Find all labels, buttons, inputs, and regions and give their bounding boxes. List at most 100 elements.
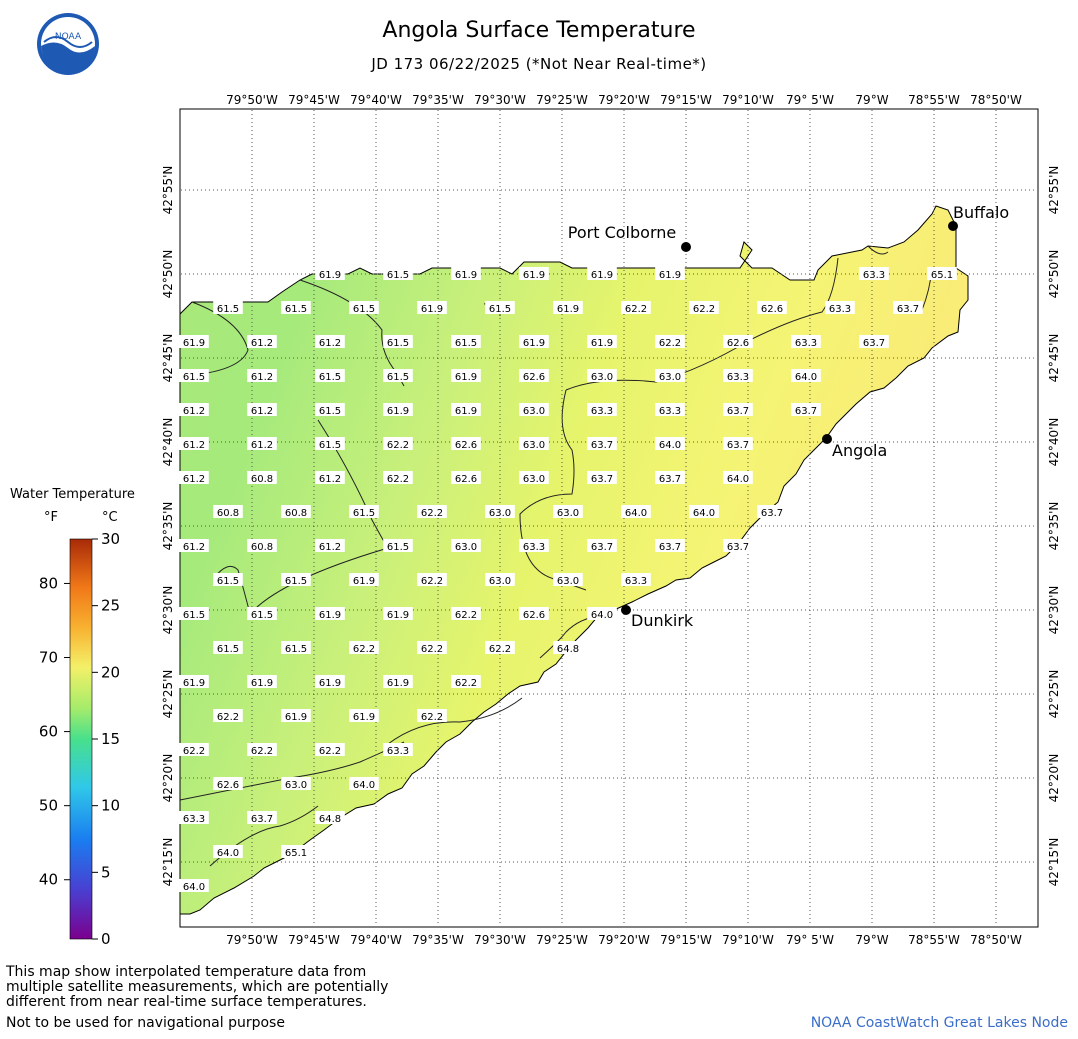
temperature-label-bg — [383, 335, 413, 348]
temperature-label-bg — [281, 777, 311, 790]
longitude-label: 79°10'W — [722, 933, 774, 947]
city-label: Port Colborne — [568, 223, 676, 242]
legend-label-c: 0 — [101, 930, 111, 948]
longitude-label: 79°40'W — [350, 93, 402, 107]
temperature-label-bg — [179, 811, 209, 824]
temperature-label: 62.2 — [421, 576, 443, 587]
temperature-label: 63.3 — [659, 406, 681, 417]
longitude-label: 79°W — [855, 933, 888, 947]
temperature-label-bg — [247, 743, 277, 756]
temperature-label-bg — [859, 335, 889, 348]
temperature-label: 63.0 — [285, 780, 307, 791]
temperature-label: 61.2 — [319, 338, 341, 349]
legend-label-c: 10 — [101, 797, 120, 815]
temperature-label-bg — [451, 267, 481, 280]
temperature-label: 62.2 — [421, 644, 443, 655]
temperature-label: 62.6 — [523, 372, 545, 383]
legend-label-f: 50 — [39, 797, 58, 815]
temperature-label: 62.6 — [455, 474, 477, 485]
temperature-label-bg — [587, 267, 617, 280]
temperature-label-bg — [621, 505, 651, 518]
temperature-label: 61.5 — [251, 610, 273, 621]
temperature-label: 61.9 — [659, 270, 681, 281]
city-markers: Port Colborne Buffalo Angola Dunkirk — [568, 203, 1009, 630]
temperature-label: 61.9 — [183, 338, 205, 349]
temperature-label-bg — [451, 437, 481, 450]
city-dot — [621, 605, 631, 615]
temperature-label: 61.9 — [319, 678, 341, 689]
temperature-label: 64.0 — [795, 372, 817, 383]
temperature-label-bg — [315, 811, 345, 824]
temperature-label-bg — [757, 301, 787, 314]
temperature-label-bg — [247, 811, 277, 824]
temperature-labels: 61.9 61.5 61.9 61.9 61.9 61.9 61.5 61.5 61.5 61.9… — [179, 267, 957, 893]
temperature-label: 61.9 — [285, 712, 307, 723]
latitude-label: 42°50'N — [1047, 250, 1061, 299]
temperature-label: 62.6 — [455, 440, 477, 451]
temperature-label: 64.0 — [217, 848, 239, 859]
temperature-label-bg — [519, 471, 549, 484]
temperature-label-bg — [757, 505, 787, 518]
temperature-label: 61.5 — [285, 304, 307, 315]
temperature-label-bg — [723, 437, 753, 450]
temperature-label-bg — [587, 539, 617, 552]
temperature-label: 63.3 — [795, 338, 817, 349]
temperature-label-bg — [553, 301, 583, 314]
temperature-label-bg — [281, 573, 311, 586]
temperature-label-bg — [179, 743, 209, 756]
temperature-label-bg — [485, 641, 515, 654]
temperature-label: 63.0 — [489, 576, 511, 587]
temperature-label: 61.9 — [387, 406, 409, 417]
temperature-label-bg — [349, 641, 379, 654]
temperature-label: 61.5 — [217, 576, 239, 587]
map-subtitle: JD 173 06/22/2025 (*Not Near Real-time*) — [371, 55, 707, 73]
temperature-label: 63.7 — [659, 542, 681, 553]
temperature-label: 61.5 — [387, 338, 409, 349]
temperature-label: 61.5 — [387, 270, 409, 281]
temperature-label-bg — [825, 301, 855, 314]
temperature-label-bg — [553, 573, 583, 586]
temperature-label-bg — [451, 607, 481, 620]
temperature-label-bg — [451, 675, 481, 688]
temperature-label: 61.9 — [387, 610, 409, 621]
city-label: Angola — [832, 441, 887, 460]
temperature-label-bg — [349, 505, 379, 518]
navigation-warning: Not to be used for navigational purpose — [6, 1015, 285, 1031]
temperature-label-bg — [417, 573, 447, 586]
temperature-label-bg — [247, 403, 277, 416]
temperature-label-bg — [553, 505, 583, 518]
legend-label-c: 15 — [101, 730, 120, 748]
latitude-label: 42°30'N — [161, 586, 175, 635]
latitude-label: 42°55'N — [161, 166, 175, 215]
temperature-label: 61.5 — [319, 406, 341, 417]
temperature-label: 62.6 — [727, 338, 749, 349]
map-frame — [179, 108, 1039, 928]
temperature-label-bg — [315, 403, 345, 416]
temperature-label-bg — [383, 369, 413, 382]
temperature-label: 61.2 — [251, 338, 273, 349]
temperature-label-bg — [451, 403, 481, 416]
longitude-label: 78°55'W — [908, 933, 960, 947]
temperature-label-bg — [451, 471, 481, 484]
latitude-labels-left: 42°55'N 42°50'N 42°45'N 42°40'N 42°35'N 42°30… — [161, 166, 175, 887]
longitude-labels-top: 79°50'W 79°45'W 79°40'W 79°35'W 79°30'W 79°25… — [226, 93, 1022, 107]
temperature-label: 61.5 — [217, 304, 239, 315]
temperature-label: 64.8 — [557, 644, 579, 655]
temperature-label-bg — [723, 369, 753, 382]
temperature-label-bg — [179, 335, 209, 348]
temperature-label-bg — [281, 505, 311, 518]
temperature-label-bg — [247, 539, 277, 552]
longitude-label: 79°20'W — [598, 933, 650, 947]
temperature-label: 61.9 — [319, 270, 341, 281]
temperature-label-bg — [417, 301, 447, 314]
temperature-label-bg — [655, 437, 685, 450]
temperature-label-bg — [213, 777, 243, 790]
city-dot — [681, 242, 691, 252]
temperature-label: 62.2 — [693, 304, 715, 315]
longitude-label: 79°35'W — [412, 93, 464, 107]
temperature-label-bg — [451, 335, 481, 348]
temperature-label-bg — [655, 267, 685, 280]
temperature-label-bg — [213, 845, 243, 858]
temperature-label: 62.6 — [217, 780, 239, 791]
temperature-label-bg — [485, 573, 515, 586]
